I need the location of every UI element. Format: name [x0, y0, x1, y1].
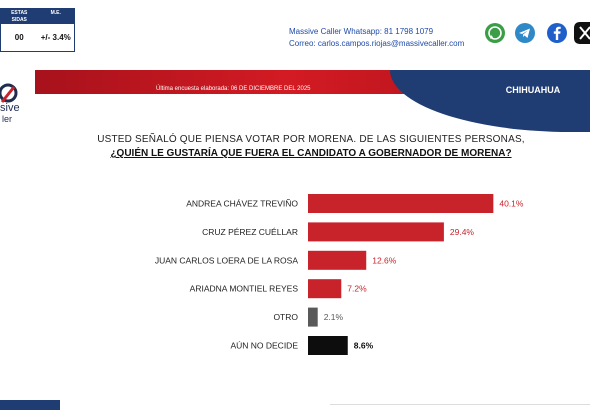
category-label: ARIADNA MONTIEL REYES: [190, 284, 299, 294]
last-survey-date: Última encuesta elaborada: 06 DE DICIEMB…: [156, 86, 311, 92]
question-line-2: ¿QUIÉN LE GUSTARÍA QUE FUERA EL CANDIDAT…: [110, 148, 512, 159]
email-contact[interactable]: Correo: carlos.campos.riojas@massivecall…: [289, 39, 465, 48]
bar: [308, 279, 342, 299]
contact-info: Massive Caller Whatsapp: 81 1798 1079 Co…: [289, 26, 464, 50]
value-label: 40.1%: [499, 199, 524, 209]
stats-header: ESTAS SIDAS M.E.: [1, 9, 74, 24]
bar: [308, 336, 348, 355]
footer-divider: [330, 404, 590, 411]
category-label: ANDREA CHÁVEZ TREVIÑO: [186, 199, 298, 209]
sample-stats-box: ESTAS SIDAS M.E. 00 +/- 3.4%: [0, 8, 75, 52]
stats-error-value: +/- 3.4%: [40, 33, 71, 42]
stats-header-sample: ESTAS SIDAS: [11, 10, 28, 23]
stats-sample-value: 00: [14, 33, 24, 42]
whatsapp-contact[interactable]: Massive Caller Whatsapp: 81 1798 1079: [289, 27, 434, 36]
value-label: 12.6%: [372, 255, 397, 265]
telegram-icon[interactable]: [514, 22, 536, 44]
whatsapp-icon[interactable]: [484, 22, 506, 44]
footer-stats-box: [0, 400, 60, 410]
value-label: 8.6%: [354, 341, 374, 351]
logo-text-line1: sive: [0, 102, 20, 114]
category-label: OTRO: [273, 312, 298, 322]
value-label: 7.2%: [347, 284, 367, 294]
value-label: 29.4%: [450, 227, 475, 237]
top-header: ESTAS SIDAS M.E. 00 +/- 3.4% Massive Cal…: [0, 0, 590, 68]
x-icon[interactable]: [574, 22, 590, 44]
bar: [308, 307, 318, 327]
stats-header-error: M.E.: [50, 10, 61, 16]
logo-text-line2: ler: [2, 114, 13, 124]
category-label: JUAN CARLOS LOERA DE LA ROSA: [155, 255, 298, 265]
region-label: CHIHUAHUA: [505, 85, 561, 95]
logo-area: [0, 70, 35, 140]
bar: [308, 194, 494, 213]
logo-text: sive ler: [0, 103, 20, 125]
question-line-1: USTED SEÑALÓ QUE PIENSA VOTAR POR MORENA…: [97, 134, 525, 145]
facebook-icon[interactable]: [546, 22, 568, 44]
category-label: AÚN NO DECIDE: [230, 341, 298, 351]
massive-caller-logo-icon: [0, 83, 18, 103]
bar: [308, 222, 444, 242]
stats-values: 00 +/- 3.4%: [1, 24, 74, 51]
value-label: 2.1%: [324, 312, 344, 322]
category-label: CRUZ PÉREZ CUÉLLAR: [202, 227, 298, 237]
bar: [308, 250, 367, 270]
